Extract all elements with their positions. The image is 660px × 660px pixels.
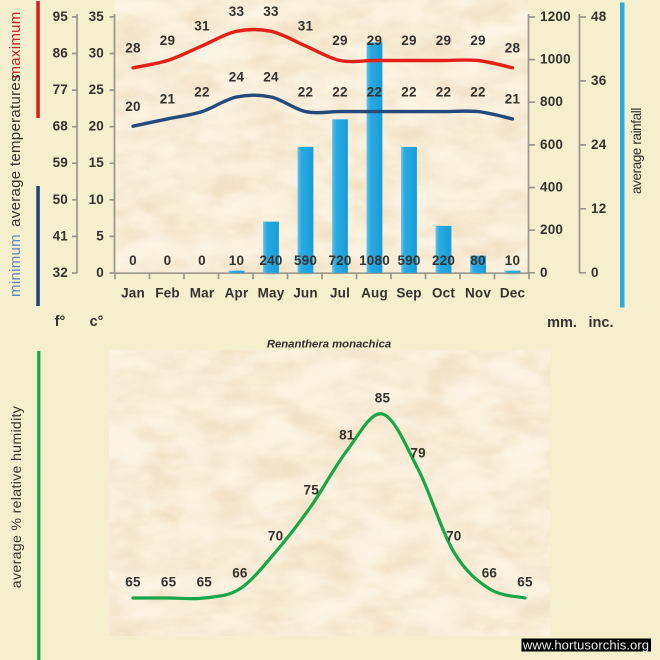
svg-text:22: 22	[367, 84, 382, 99]
svg-text:Jan: Jan	[121, 286, 145, 301]
svg-text:Apr: Apr	[225, 286, 249, 301]
svg-text:24: 24	[263, 70, 279, 85]
svg-text:31: 31	[298, 19, 314, 34]
svg-text:65: 65	[517, 575, 533, 590]
svg-text:600: 600	[540, 137, 563, 152]
svg-text:24: 24	[229, 70, 245, 85]
svg-text:65: 65	[125, 575, 141, 590]
svg-text:29: 29	[470, 33, 485, 48]
svg-text:68: 68	[53, 119, 69, 134]
svg-text:1000: 1000	[540, 52, 571, 67]
svg-text:81: 81	[339, 427, 355, 442]
svg-text:29: 29	[160, 33, 175, 48]
svg-text:400: 400	[540, 180, 563, 195]
svg-text:22: 22	[194, 84, 209, 99]
svg-text:12: 12	[591, 201, 606, 216]
svg-text:65: 65	[197, 575, 213, 590]
svg-text:29: 29	[436, 33, 451, 48]
svg-text:29: 29	[332, 33, 347, 48]
svg-text:22: 22	[470, 84, 485, 99]
svg-text:0: 0	[198, 253, 206, 268]
svg-text:50: 50	[53, 192, 68, 207]
svg-text:10: 10	[89, 192, 104, 207]
svg-text:Jul: Jul	[330, 286, 350, 301]
svg-text:66: 66	[482, 565, 498, 580]
svg-text:0: 0	[591, 265, 599, 280]
svg-text:15: 15	[89, 155, 105, 170]
svg-text:29: 29	[367, 33, 382, 48]
svg-text:www.hortusorchis.org: www.hortusorchis.org	[522, 638, 649, 653]
svg-text:Dec: Dec	[500, 286, 526, 301]
svg-text:36: 36	[591, 73, 607, 88]
svg-text:70: 70	[268, 529, 283, 544]
svg-text:200: 200	[540, 222, 563, 237]
svg-text:86: 86	[53, 46, 69, 61]
svg-text:20: 20	[89, 119, 104, 134]
svg-text:22: 22	[401, 84, 416, 99]
svg-text:95: 95	[53, 9, 69, 24]
svg-text:31: 31	[194, 19, 210, 34]
svg-text:0: 0	[129, 253, 137, 268]
svg-text:75: 75	[303, 483, 319, 498]
svg-text:0: 0	[164, 253, 172, 268]
svg-text:Jun: Jun	[293, 286, 318, 301]
svg-text:Aug: Aug	[361, 286, 388, 301]
svg-text:Oct: Oct	[432, 286, 455, 301]
svg-text:average rainfall: average rainfall	[629, 108, 644, 194]
svg-text:minimum: minimum	[7, 234, 24, 297]
svg-text:mm.: mm.	[547, 315, 577, 331]
svg-text:800: 800	[540, 94, 563, 109]
svg-text:33: 33	[263, 4, 279, 19]
svg-text:240: 240	[259, 253, 282, 268]
svg-text:32: 32	[53, 265, 68, 280]
svg-text:0: 0	[96, 265, 104, 280]
svg-text:48: 48	[591, 9, 607, 24]
svg-text:22: 22	[436, 84, 451, 99]
svg-text:25: 25	[89, 82, 105, 97]
svg-text:c°: c°	[90, 314, 104, 330]
svg-text:70: 70	[446, 529, 461, 544]
svg-text:0: 0	[540, 265, 548, 280]
svg-text:maximum: maximum	[7, 11, 24, 78]
svg-text:80: 80	[470, 253, 485, 268]
svg-text:590: 590	[294, 253, 317, 268]
svg-text:77: 77	[53, 82, 68, 97]
svg-text:Feb: Feb	[155, 286, 180, 301]
svg-text:28: 28	[505, 41, 521, 56]
svg-text:May: May	[258, 286, 285, 301]
svg-text:21: 21	[160, 92, 176, 107]
svg-text:220: 220	[432, 253, 455, 268]
svg-text:66: 66	[232, 565, 248, 580]
svg-text:24: 24	[591, 137, 607, 152]
svg-text:average % relative humidity: average % relative humidity	[9, 405, 25, 588]
svg-text:22: 22	[298, 84, 313, 99]
svg-text:79: 79	[410, 446, 425, 461]
svg-text:33: 33	[229, 4, 245, 19]
svg-text:20: 20	[125, 99, 140, 114]
svg-text:29: 29	[401, 33, 416, 48]
svg-text:85: 85	[375, 391, 391, 406]
svg-text:720: 720	[328, 253, 351, 268]
svg-text:average temperatures: average temperatures	[7, 74, 24, 227]
svg-text:590: 590	[397, 253, 420, 268]
svg-text:1200: 1200	[540, 9, 571, 24]
svg-text:28: 28	[125, 41, 141, 56]
svg-text:Mar: Mar	[190, 286, 215, 301]
svg-text:10: 10	[505, 253, 520, 268]
svg-text:22: 22	[332, 84, 347, 99]
svg-text:Sep: Sep	[396, 286, 421, 301]
svg-text:10: 10	[229, 253, 244, 268]
svg-text:f°: f°	[55, 314, 66, 330]
svg-text:Nov: Nov	[465, 286, 491, 301]
svg-text:65: 65	[161, 575, 177, 590]
svg-text:59: 59	[53, 155, 68, 170]
svg-text:5: 5	[96, 228, 104, 243]
svg-text:inc.: inc.	[589, 315, 614, 331]
svg-text:1080: 1080	[359, 253, 390, 268]
svg-text:30: 30	[89, 46, 104, 61]
svg-text:41: 41	[53, 228, 69, 243]
svg-text:35: 35	[89, 9, 105, 24]
svg-text:Renanthera monachica: Renanthera monachica	[267, 339, 391, 351]
svg-text:21: 21	[505, 92, 521, 107]
